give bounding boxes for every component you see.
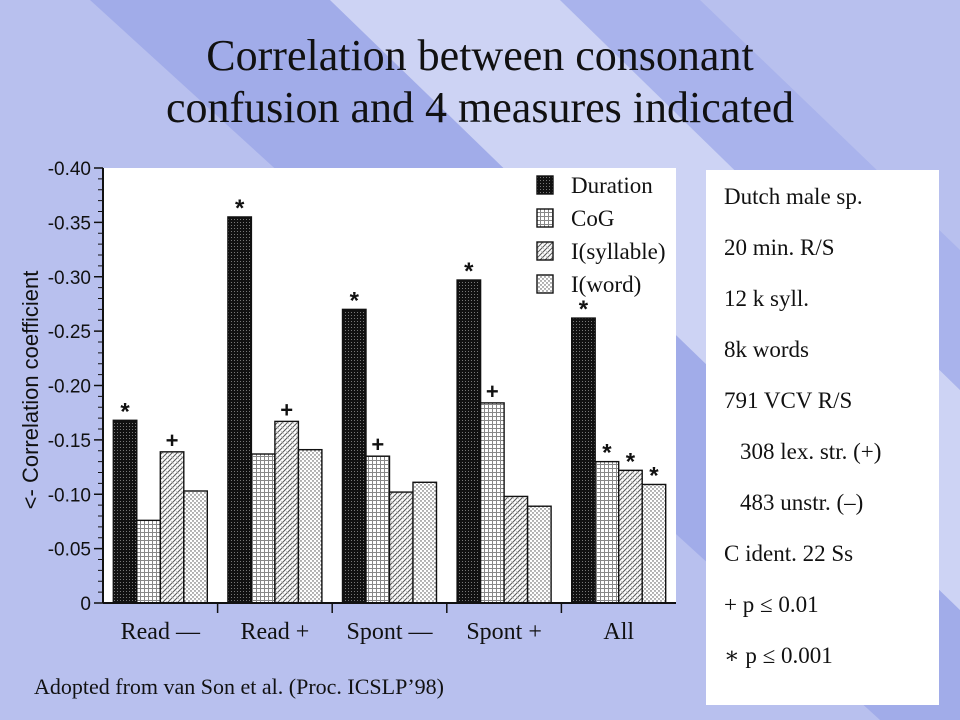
y-tick-label: -0.20 bbox=[48, 377, 91, 398]
significance-marker: * bbox=[579, 296, 589, 323]
significance-marker: + bbox=[371, 432, 384, 457]
info-line: 791 VCV R/S bbox=[724, 388, 853, 413]
x-tick-label: Spont — bbox=[346, 619, 433, 645]
info-line: C ident. 22 Ss bbox=[724, 541, 854, 566]
bar bbox=[571, 317, 596, 604]
bar bbox=[526, 505, 552, 604]
significance-marker: * bbox=[464, 258, 474, 285]
bar bbox=[112, 419, 138, 604]
x-tick-label: Read — bbox=[121, 619, 201, 645]
info-line: 483 unstr. (–) bbox=[740, 490, 864, 515]
bar bbox=[365, 455, 391, 604]
legend-label: I(word) bbox=[571, 272, 641, 297]
significance-marker: * bbox=[626, 448, 636, 475]
bar bbox=[503, 495, 529, 604]
significance-marker: * bbox=[235, 195, 245, 222]
bar bbox=[136, 519, 162, 604]
bar bbox=[183, 490, 209, 604]
legend-label: CoG bbox=[571, 206, 614, 231]
significance-marker: + bbox=[166, 428, 179, 453]
y-tick-label: -0.25 bbox=[48, 322, 91, 343]
info-line: ∗ p ≤ 0.001 bbox=[724, 643, 833, 668]
x-tick-label: Spont + bbox=[466, 619, 542, 645]
bar bbox=[227, 216, 253, 604]
legend-label: I(syllable) bbox=[571, 239, 666, 264]
y-tick-label: -0.05 bbox=[48, 540, 91, 561]
title-line-1: Correlation between consonant bbox=[206, 31, 754, 80]
info-line: 308 lex. str. (+) bbox=[740, 439, 882, 464]
x-tick-label: Read + bbox=[240, 619, 309, 645]
legend-swatch bbox=[536, 241, 554, 261]
y-tick-label: -0.10 bbox=[48, 485, 91, 506]
bar bbox=[341, 308, 367, 604]
y-tick-label: 0 bbox=[80, 594, 91, 615]
legend-swatch bbox=[536, 208, 554, 228]
info-line: 20 min. R/S bbox=[724, 235, 835, 260]
significance-marker: * bbox=[120, 398, 130, 425]
significance-marker: + bbox=[486, 379, 499, 404]
significance-marker: * bbox=[350, 287, 360, 314]
y-tick-label: -0.40 bbox=[48, 159, 91, 180]
bar-chart: * + * + * + * + * * * * -0.40 -0.35 -0.30 -0.25 -0.20 -0… bbox=[18, 159, 676, 645]
y-tick-label: -0.35 bbox=[48, 213, 91, 234]
bar bbox=[456, 279, 482, 604]
significance-marker: * bbox=[649, 462, 659, 489]
bar bbox=[412, 481, 438, 604]
slide-title: Correlation between consonant confusion … bbox=[60, 30, 900, 134]
info-line: + p ≤ 0.01 bbox=[724, 592, 819, 617]
y-axis-label: <- Correlation coefficient bbox=[18, 271, 43, 510]
bar bbox=[159, 451, 185, 604]
x-tick-label: All bbox=[603, 619, 634, 645]
legend-swatch bbox=[536, 175, 554, 195]
legend-label: Duration bbox=[571, 173, 653, 198]
bar bbox=[274, 420, 300, 604]
info-line: 12 k syll. bbox=[724, 286, 809, 311]
bar bbox=[641, 483, 667, 604]
info-line: Dutch male sp. bbox=[724, 184, 863, 209]
bar bbox=[250, 453, 276, 604]
info-panel: Dutch male sp. 20 min. R/S 12 k syll. 8k wo… bbox=[706, 170, 939, 705]
significance-marker: * bbox=[602, 440, 612, 467]
bar bbox=[479, 402, 505, 604]
y-tick-label: -0.30 bbox=[48, 268, 91, 289]
title-line-2: confusion and 4 measures indicated bbox=[165, 83, 795, 132]
bar bbox=[297, 448, 323, 604]
bar bbox=[388, 491, 414, 604]
info-line: 8k words bbox=[724, 337, 809, 362]
bar bbox=[594, 460, 620, 604]
y-tick-label: -0.15 bbox=[48, 431, 91, 452]
bar bbox=[618, 469, 643, 604]
legend-swatch bbox=[536, 274, 554, 294]
significance-marker: + bbox=[280, 397, 293, 422]
source-note: Adopted from van Son et al. (Proc. ICSLP… bbox=[34, 674, 444, 699]
